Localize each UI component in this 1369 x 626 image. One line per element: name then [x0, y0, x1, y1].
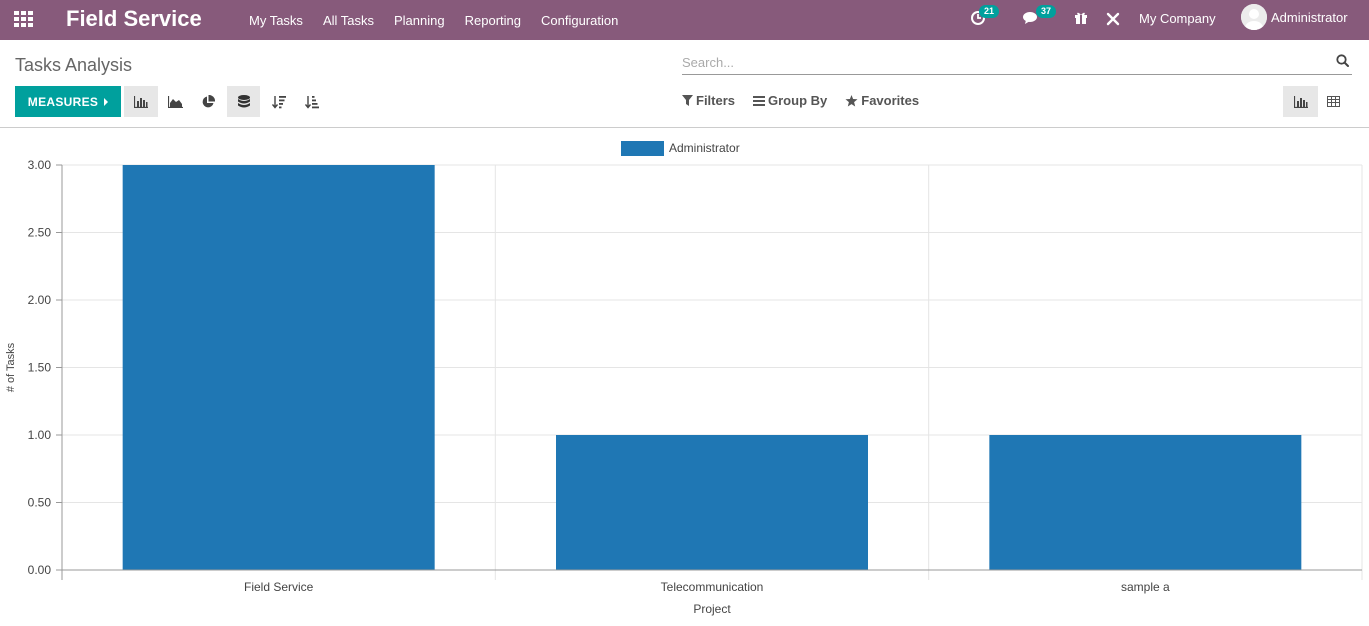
bar[interactable] — [556, 435, 868, 570]
clock-icon — [971, 11, 985, 25]
search-icon[interactable] — [1336, 54, 1349, 72]
x-tick-label: Telecommunication — [661, 580, 764, 594]
bar-chart-icon — [1293, 95, 1308, 108]
menu-item-all-tasks[interactable]: All Tasks — [322, 12, 374, 28]
control-panel: Tasks Analysis MEASURES — [0, 40, 1369, 128]
bar[interactable] — [122, 165, 435, 570]
y-tick-label: 0.00 — [28, 563, 52, 577]
search-input[interactable] — [682, 52, 1322, 72]
favorites-label: Favorites — [861, 93, 920, 108]
y-tick-label: 2.50 — [28, 226, 52, 240]
menu-item-reporting[interactable]: Reporting — [464, 12, 521, 28]
pie-chart-icon — [202, 94, 215, 107]
line-chart-button[interactable] — [158, 86, 192, 117]
user-menu[interactable]: Administrator — [1241, 4, 1348, 30]
y-tick-label: 0.50 — [28, 496, 52, 510]
database-icon — [237, 94, 250, 107]
bar-chart-icon — [134, 95, 148, 108]
app-title[interactable]: Field Service — [66, 6, 202, 31]
gift-icon[interactable] — [1074, 11, 1088, 30]
star-icon — [845, 94, 858, 106]
pie-chart-button[interactable] — [191, 86, 225, 117]
legend-label[interactable]: Administrator — [669, 141, 740, 155]
company-switcher[interactable]: My Company — [1139, 11, 1216, 26]
table-icon — [1327, 96, 1340, 107]
y-axis-label: # of Tasks — [5, 342, 17, 392]
area-chart-icon — [167, 95, 183, 108]
sort-ascending-button[interactable] — [295, 86, 329, 117]
user-name: Administrator — [1271, 9, 1348, 25]
main-menu: My Tasks All Tasks Planning Reporting Co… — [249, 0, 638, 40]
y-tick-label: 2.00 — [28, 293, 52, 307]
sort-descending-button[interactable] — [262, 86, 296, 117]
activity-badge: 21 — [979, 5, 1000, 18]
menu-item-my-tasks[interactable]: My Tasks — [249, 12, 303, 28]
menu-item-configuration[interactable]: Configuration — [540, 12, 619, 28]
measures-label: MEASURES — [27, 94, 99, 109]
tools-icon[interactable] — [1106, 12, 1120, 31]
menu-item-planning[interactable]: Planning — [394, 12, 445, 28]
comments-icon — [1023, 12, 1037, 24]
y-tick-label: 1.00 — [28, 428, 52, 442]
bar[interactable] — [989, 435, 1302, 570]
legend-swatch[interactable] — [621, 141, 664, 156]
page-title: Tasks Analysis — [15, 55, 133, 75]
filter-icon — [682, 95, 693, 106]
x-tick-label: Field Service — [244, 580, 314, 594]
activity-button[interactable]: 21 — [970, 5, 1000, 31]
messages-badge: 37 — [1036, 5, 1057, 18]
caret-right-icon — [104, 97, 109, 106]
sort-amount-desc-icon — [272, 95, 286, 109]
group-by-dropdown[interactable]: Group By — [753, 93, 827, 108]
search-bar — [682, 52, 1352, 75]
pivot-view-button[interactable] — [1316, 86, 1351, 117]
search-options: Filters Group By Favorites — [682, 93, 937, 108]
y-tick-label: 3.00 — [28, 158, 52, 172]
top-navbar: Field Service My Tasks All Tasks Plannin… — [0, 0, 1369, 40]
graph-view-button[interactable] — [1283, 86, 1318, 117]
filters-dropdown[interactable]: Filters — [682, 93, 735, 108]
x-tick-label: sample a — [1121, 580, 1170, 594]
avatar — [1241, 4, 1267, 30]
favorites-dropdown[interactable]: Favorites — [845, 93, 919, 108]
y-tick-label: 1.50 — [28, 361, 52, 375]
group-by-label: Group By — [768, 93, 828, 108]
measures-button[interactable]: MEASURES — [15, 86, 121, 117]
apps-menu-icon[interactable] — [14, 11, 34, 29]
bar-chart: 0.00 0.50 1.00 1.50 2.00 2.50 3.00 Field Servic… — [5, 141, 1363, 616]
messages-button[interactable]: 37 — [1023, 5, 1057, 31]
bar-chart-button[interactable] — [124, 86, 158, 117]
filters-label: Filters — [696, 93, 736, 108]
sort-amount-asc-icon — [305, 95, 319, 109]
x-axis-label: Project — [693, 602, 731, 616]
chart-container: 0.00 0.50 1.00 1.50 2.00 2.50 3.00 Field Servic… — [0, 129, 1369, 621]
bars-icon — [753, 95, 766, 106]
stacked-button[interactable] — [227, 86, 260, 117]
